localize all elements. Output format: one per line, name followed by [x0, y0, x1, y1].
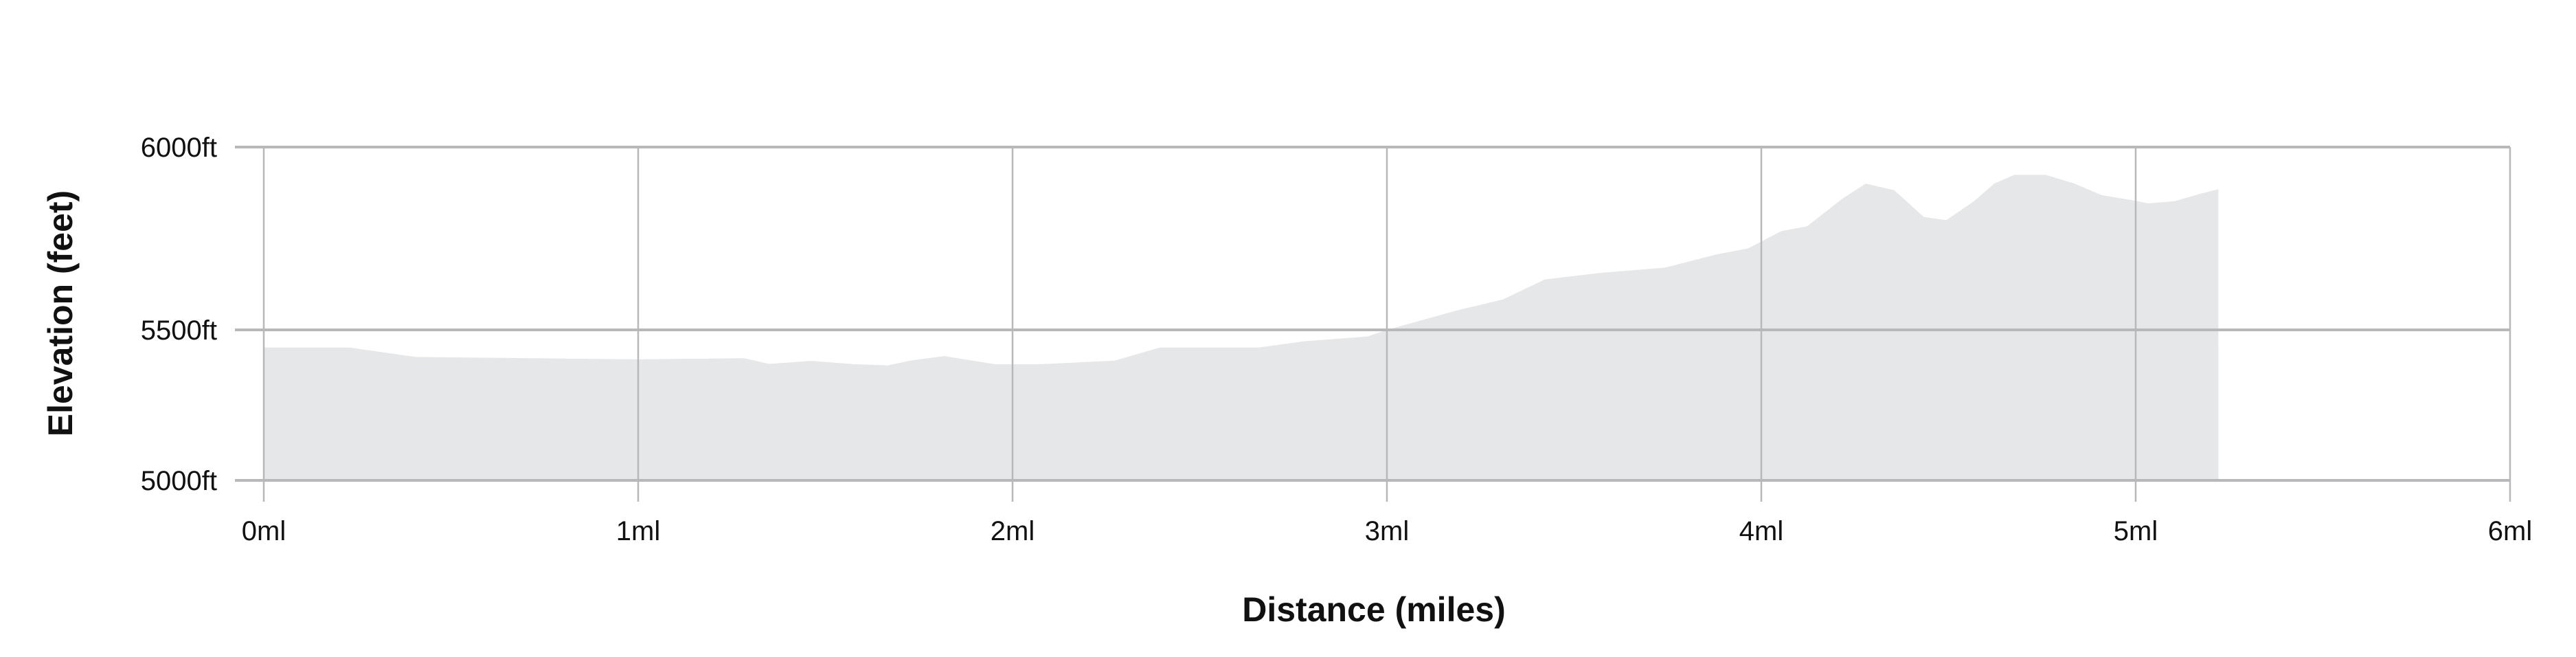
x-tick-label: 4ml [1739, 516, 1783, 546]
y-axis-title: Elevation (feet) [41, 190, 80, 436]
y-tick-label: 5000ft [141, 466, 217, 496]
x-axis-title: Distance (miles) [1242, 590, 1505, 629]
x-tick-label: 3ml [1365, 516, 1409, 546]
x-axis-ticks: 0ml 1ml 2ml 3ml 4ml 5ml 6ml [242, 516, 2532, 546]
y-tick-label: 6000ft [141, 133, 217, 163]
x-tick-label: 2ml [991, 516, 1035, 546]
y-axis-ticks: 5000ft 5500ft 6000ft [141, 133, 217, 496]
x-tick-label: 5ml [2114, 516, 2158, 546]
x-tick-label: 6ml [2488, 516, 2532, 546]
grid [235, 146, 2511, 502]
x-tick-label: 1ml [616, 516, 660, 546]
y-tick-label: 5500ft [141, 315, 217, 346]
x-tick-label: 0ml [242, 516, 286, 546]
elevation-area [264, 175, 2219, 480]
